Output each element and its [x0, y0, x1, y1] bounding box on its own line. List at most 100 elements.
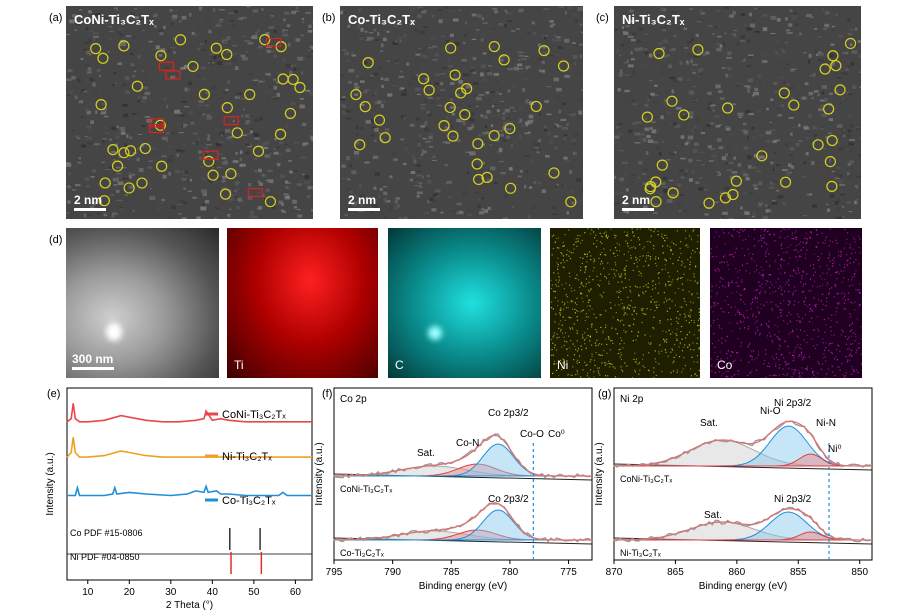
tem-grain: [415, 117, 421, 121]
eds-signal-dot: [798, 355, 800, 357]
tem-grain: [120, 131, 126, 135]
single-atom-marker: [417, 73, 430, 85]
tem-grain: [544, 128, 548, 132]
tem-grain: [846, 153, 850, 157]
eds-signal-dot: [570, 301, 572, 303]
eds-signal-dot: [607, 235, 609, 237]
tem-grain: [496, 150, 503, 154]
tem-grain: [426, 110, 430, 114]
panel-d-letter: (d): [49, 234, 63, 246]
eds-signal-dot: [849, 257, 851, 259]
tem-grain: [489, 166, 496, 171]
eds-signal-dot: [778, 348, 780, 350]
eds-signal-dot: [811, 309, 813, 311]
eds-signal-dot: [836, 359, 838, 361]
eds-signal-dot: [713, 333, 715, 335]
eds-signal-dot: [676, 339, 678, 342]
tem-grain: [503, 139, 506, 142]
eds-signal-dot: [551, 354, 553, 356]
tem-grain: [310, 124, 313, 127]
tem-grain: [842, 205, 845, 209]
eds-signal-dot: [802, 270, 804, 272]
single-atom-marker: [653, 47, 665, 60]
tem-grain: [484, 125, 488, 128]
eds-signal-dot: [756, 289, 758, 291]
tem-grain: [629, 95, 633, 97]
eds-signal-dot: [844, 228, 846, 231]
eds-signal-dot: [556, 247, 558, 249]
eds-signal-dot: [572, 328, 574, 330]
tem-grain: [764, 204, 768, 208]
eds-signal-dot: [652, 298, 654, 301]
eds-signal-dot: [768, 362, 770, 364]
tem-grain: [227, 12, 234, 14]
tem-grain: [121, 167, 127, 169]
tem-grain: [250, 130, 253, 134]
tem-grain: [801, 176, 808, 178]
tem-grain: [223, 216, 229, 219]
eds-signal-dot: [847, 232, 849, 234]
eds-signal-dot: [665, 259, 667, 261]
tem-grain: [235, 182, 239, 186]
eds-signal-dot: [721, 342, 723, 344]
eds-signal-dot: [586, 295, 588, 297]
eds-signal-dot: [774, 324, 776, 326]
eds-signal-dot: [650, 229, 652, 231]
eds-signal-dot: [794, 232, 796, 234]
eds-signal-dot: [828, 292, 831, 294]
eds-signal-dot: [721, 367, 723, 369]
eds-signal-dot: [717, 356, 719, 358]
eds-signal-dot: [588, 309, 590, 311]
tem-grain: [346, 59, 350, 63]
tem-grain: [101, 161, 105, 163]
tem-grain: [542, 50, 548, 54]
tem-grain: [354, 140, 360, 145]
tem-grain: [183, 202, 188, 205]
eds-signal-dot: [636, 257, 638, 259]
eds-signal-dot: [791, 232, 793, 234]
tem-grain: [165, 139, 169, 142]
eds-signal-dot: [843, 270, 845, 272]
tem-grain: [710, 110, 716, 115]
tem-grain: [664, 53, 668, 56]
eds-signal-dot: [561, 301, 563, 303]
eds-signal-dot: [818, 259, 820, 261]
eds-signal-dot: [698, 324, 700, 326]
tem-grain: [694, 135, 698, 138]
eds-signal-dot: [859, 347, 861, 349]
tem-grain: [644, 51, 649, 55]
tem-grain: [675, 106, 682, 110]
tem-grain: [847, 32, 853, 36]
eds-signal-dot: [806, 305, 809, 308]
eds-signal-dot: [631, 376, 634, 378]
tem-grain: [83, 213, 87, 218]
eds-signal-dot: [558, 276, 560, 278]
tem-grain: [275, 132, 279, 135]
tem-grain: [347, 80, 352, 84]
eds-signal-dot: [690, 253, 693, 255]
tem-grain: [617, 132, 624, 136]
eds-signal-dot: [657, 230, 659, 233]
tem-grain: [180, 150, 185, 153]
tem-grain: [66, 162, 70, 164]
eds-signal-dot: [649, 258, 652, 260]
tem-grain: [356, 24, 360, 29]
eds-signal-dot: [802, 246, 805, 248]
tem-grain: [279, 174, 285, 179]
tem-grain: [457, 83, 464, 86]
eds-signal-dot: [798, 377, 800, 378]
eds-signal-dot: [824, 279, 826, 281]
tem-grain: [257, 180, 261, 184]
eds-signal-dot: [720, 277, 722, 280]
eds-signal-dot: [696, 324, 699, 327]
eds-signal-dot: [777, 278, 779, 280]
eds-signal-dot: [718, 371, 721, 373]
eds-signal-dot: [831, 365, 833, 367]
tem-grain: [693, 99, 698, 101]
tem-grain: [440, 211, 444, 214]
tem-grain: [130, 12, 135, 16]
tem-grain: [481, 197, 485, 200]
eds-signal-dot: [568, 229, 570, 231]
tem-grain: [700, 11, 705, 15]
tem-grain: [816, 137, 819, 139]
